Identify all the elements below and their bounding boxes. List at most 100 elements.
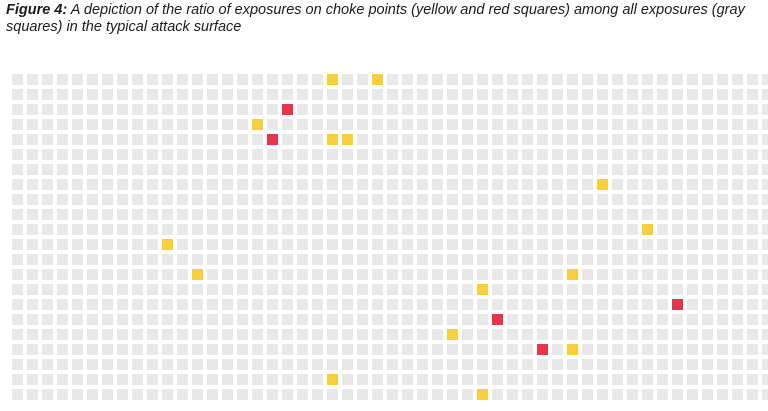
exposure-square	[57, 359, 68, 370]
exposure-square	[687, 239, 698, 250]
exposure-square	[627, 299, 638, 310]
exposure-square	[102, 194, 113, 205]
exposure-square	[207, 329, 218, 340]
exposure-square	[522, 359, 533, 370]
exposure-square	[582, 284, 593, 295]
exposure-square	[312, 314, 323, 325]
exposure-square	[552, 254, 563, 265]
exposure-square	[432, 134, 443, 145]
exposure-square	[567, 119, 578, 130]
exposure-square	[402, 284, 413, 295]
exposure-square	[417, 314, 428, 325]
exposure-square	[57, 299, 68, 310]
exposure-square	[252, 194, 263, 205]
exposure-square	[477, 179, 488, 190]
exposure-square	[192, 179, 203, 190]
exposure-square	[492, 74, 503, 85]
exposure-square	[387, 254, 398, 265]
exposure-square	[507, 284, 518, 295]
exposure-square	[657, 299, 668, 310]
exposure-square	[27, 119, 38, 130]
exposure-square	[222, 389, 233, 400]
exposure-square	[732, 179, 743, 190]
exposure-square	[117, 329, 128, 340]
exposure-square	[402, 389, 413, 400]
exposure-square	[417, 224, 428, 235]
exposure-square	[552, 194, 563, 205]
exposure-square	[297, 389, 308, 400]
exposure-square	[687, 329, 698, 340]
exposure-square	[327, 284, 338, 295]
exposure-square	[117, 149, 128, 160]
exposure-square	[432, 164, 443, 175]
exposure-square	[762, 329, 768, 340]
exposure-square	[612, 164, 623, 175]
exposure-square	[297, 239, 308, 250]
exposure-square	[552, 89, 563, 100]
exposure-square	[702, 239, 713, 250]
exposure-square	[642, 89, 653, 100]
exposure-square	[642, 269, 653, 280]
exposure-square	[627, 284, 638, 295]
exposure-square	[312, 344, 323, 355]
exposure-square	[42, 134, 53, 145]
exposure-square	[702, 209, 713, 220]
exposure-square	[237, 239, 248, 250]
exposure-square	[522, 89, 533, 100]
figure-label: Figure 4:	[6, 2, 68, 18]
exposure-square	[732, 134, 743, 145]
exposure-square	[252, 269, 263, 280]
exposure-square	[597, 254, 608, 265]
exposure-square	[687, 119, 698, 130]
exposure-square	[177, 329, 188, 340]
exposure-square	[447, 269, 458, 280]
exposure-square	[267, 389, 278, 400]
exposure-square	[387, 119, 398, 130]
exposure-square	[72, 149, 83, 160]
exposure-square	[357, 239, 368, 250]
exposure-square	[477, 74, 488, 85]
exposure-square	[12, 224, 23, 235]
exposure-square	[297, 209, 308, 220]
exposure-square	[267, 104, 278, 115]
exposure-square	[507, 329, 518, 340]
exposure-square	[372, 269, 383, 280]
exposure-square	[672, 359, 683, 370]
exposure-square	[447, 254, 458, 265]
exposure-square	[537, 224, 548, 235]
exposure-square	[147, 179, 158, 190]
exposure-square	[147, 194, 158, 205]
exposure-square	[297, 194, 308, 205]
exposure-square	[612, 254, 623, 265]
exposure-square	[12, 374, 23, 385]
exposure-square	[762, 359, 768, 370]
exposure-square	[432, 149, 443, 160]
exposure-square	[27, 359, 38, 370]
exposure-square	[612, 134, 623, 145]
choke-point-square-yellow	[477, 389, 488, 400]
exposure-square	[762, 239, 768, 250]
exposure-square	[177, 74, 188, 85]
exposure-square	[417, 329, 428, 340]
exposure-square	[597, 209, 608, 220]
exposure-square	[27, 209, 38, 220]
exposure-square	[717, 284, 728, 295]
choke-point-square-red	[267, 134, 278, 145]
exposure-square	[297, 329, 308, 340]
exposure-square	[582, 389, 593, 400]
exposure-square	[732, 119, 743, 130]
exposure-square	[447, 299, 458, 310]
exposure-square	[417, 299, 428, 310]
exposure-square	[222, 119, 233, 130]
exposure-square	[252, 359, 263, 370]
exposure-square	[162, 104, 173, 115]
exposure-square	[372, 299, 383, 310]
exposure-square	[222, 269, 233, 280]
exposure-square	[762, 344, 768, 355]
exposure-square	[102, 209, 113, 220]
exposure-square	[402, 299, 413, 310]
exposure-square	[27, 344, 38, 355]
exposure-square	[387, 269, 398, 280]
exposure-square	[477, 134, 488, 145]
exposure-square	[762, 224, 768, 235]
